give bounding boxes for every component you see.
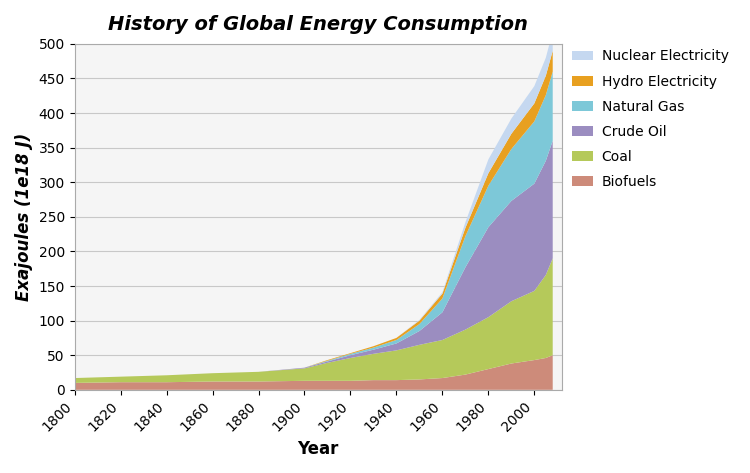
Title: History of Global Energy Consumption: History of Global Energy Consumption [108, 15, 528, 34]
Y-axis label: Exajoules (1e18 J): Exajoules (1e18 J) [15, 133, 33, 301]
Legend: Nuclear Electricity, Hydro Electricity, Natural Gas, Crude Oil, Coal, Biofuels: Nuclear Electricity, Hydro Electricity, … [567, 44, 734, 194]
X-axis label: Year: Year [298, 440, 339, 458]
